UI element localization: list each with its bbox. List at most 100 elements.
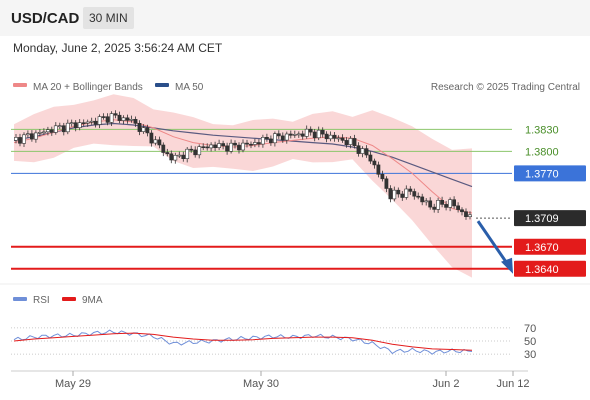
candle-body [69, 122, 74, 124]
candle-body [129, 119, 134, 121]
candle-body [149, 132, 154, 144]
rsi-legend-swatch [13, 297, 27, 301]
candle-body [440, 200, 445, 205]
candle-body [37, 132, 42, 134]
candle-body [201, 146, 206, 148]
candle-body [141, 127, 146, 132]
candle-body [22, 134, 26, 144]
x-tick-label: Jun 2 [433, 378, 460, 390]
ma50-legend-label: MA 50 [175, 82, 204, 93]
candle-body [53, 125, 58, 133]
currency-pair: USD/CAD [11, 10, 80, 27]
candle-body [169, 153, 174, 161]
candle-body [213, 144, 218, 148]
candle-body [105, 116, 110, 123]
candle-body [153, 139, 158, 144]
candle-body [368, 154, 373, 162]
candle-body [388, 188, 393, 200]
candle-body [197, 146, 202, 156]
candle-body [133, 119, 138, 124]
candle-body [81, 122, 86, 124]
level-label-box [514, 260, 586, 277]
candle-body [336, 137, 341, 140]
candle-body [73, 122, 78, 128]
forecast-arrow [476, 220, 510, 266]
x-tick-label: May 30 [243, 378, 279, 390]
candle-body [29, 133, 34, 140]
candle-body [121, 117, 126, 121]
candle-body [424, 200, 429, 203]
candle-body [14, 137, 18, 141]
candle-body [400, 193, 405, 198]
credit-text: Research © 2025 Trading Central [431, 82, 580, 93]
ma20-legend-swatch [13, 83, 27, 87]
rsi-tick-label: 30 [524, 349, 536, 361]
candle-body [49, 129, 54, 133]
candle-body [101, 116, 106, 118]
candle-body [344, 140, 349, 145]
x-tick-label: May 29 [55, 378, 91, 390]
ma50-line [13, 122, 473, 188]
level-label-box [514, 238, 586, 255]
candle-body [308, 128, 313, 133]
candle-body [189, 148, 194, 151]
candle-body [288, 133, 293, 136]
candle-body [444, 204, 449, 208]
candle-body [193, 149, 198, 156]
candle-body [45, 129, 50, 133]
candle-body [241, 142, 245, 151]
candle-body [61, 125, 66, 133]
candle-body [97, 116, 102, 125]
candle-body [249, 143, 253, 146]
candle-body [137, 123, 142, 132]
x-tick-label: Jun 12 [496, 378, 529, 390]
candle-body [209, 144, 214, 149]
candle-body [57, 125, 62, 127]
forecast-arrow-head [501, 257, 513, 274]
candle-body [41, 131, 46, 134]
candle-body [109, 113, 114, 123]
candle-body [18, 137, 22, 144]
candle-body [33, 132, 38, 140]
candle-body [416, 195, 421, 198]
candle-body [312, 131, 317, 139]
candle-body [456, 205, 461, 210]
ma20-legend-label: MA 20 + Bollinger Bands [33, 82, 143, 93]
candle-body [384, 178, 389, 189]
candle-body [352, 138, 357, 146]
candle-body [161, 144, 166, 153]
candle-body [396, 189, 401, 195]
candle-body [304, 128, 309, 137]
candle-body [25, 133, 30, 136]
level-label: 1.3830 [525, 124, 559, 136]
level-label: 1.3800 [525, 146, 559, 158]
bollinger-band [14, 94, 472, 278]
candle-body [300, 133, 305, 137]
candle-body [380, 174, 385, 180]
candle-body [256, 142, 261, 145]
candle-body [233, 142, 237, 146]
rsi-tick-label: 50 [524, 336, 536, 348]
rsi-tick-label: 70 [524, 323, 536, 335]
rsi-line [13, 329, 473, 355]
candle-body [292, 134, 297, 136]
candle-body [85, 121, 90, 124]
candle-body [272, 133, 277, 144]
timeframe-badge[interactable]: 30 MIN [83, 7, 134, 29]
candle-body [432, 206, 437, 210]
level-label-box [514, 165, 586, 182]
candle-body [157, 139, 162, 146]
candle-body [460, 209, 464, 213]
candle-body [408, 188, 413, 192]
candle-body [464, 211, 468, 217]
candle-body [356, 145, 361, 154]
candle-body [65, 122, 70, 133]
candle-body [392, 189, 397, 200]
candle-body [372, 160, 377, 166]
candle-body [237, 144, 241, 151]
level-label: 1.3670 [525, 242, 559, 254]
candle-body [340, 137, 345, 141]
level-label: 1.3640 [525, 264, 559, 276]
candle-body [280, 135, 285, 141]
candle-body [348, 138, 353, 145]
